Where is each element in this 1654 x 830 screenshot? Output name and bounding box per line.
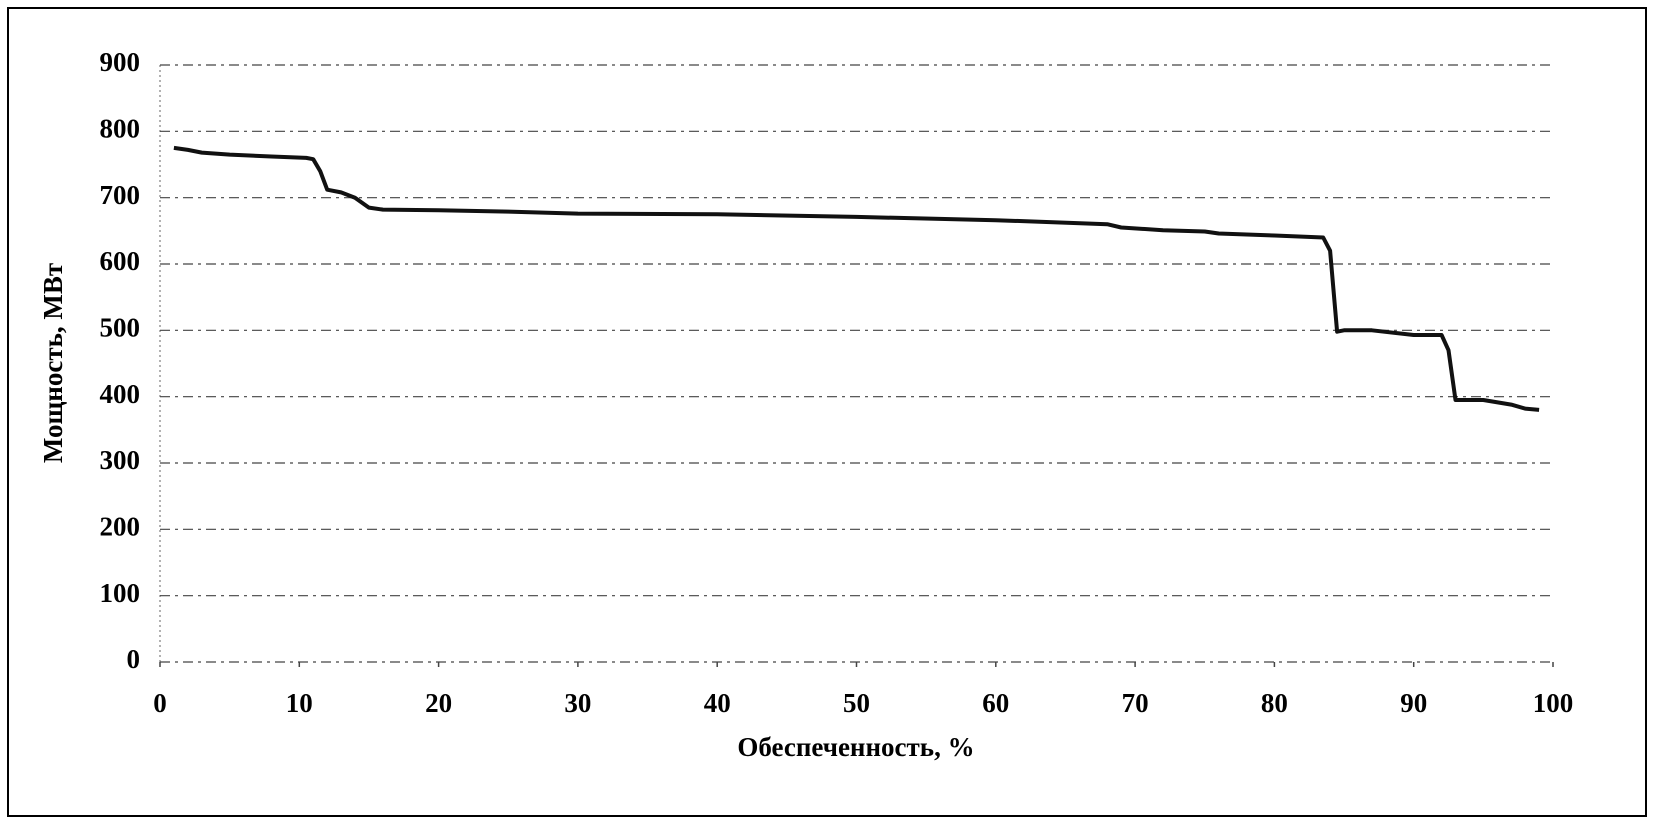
y-axis-label: Мощность, МВт <box>38 263 68 463</box>
x-tick-label: 70 <box>1122 688 1149 718</box>
y-tick-label: 900 <box>100 47 141 77</box>
x-tick-label: 100 <box>1533 688 1574 718</box>
y-tick-label: 400 <box>100 379 141 409</box>
x-tick-label: 90 <box>1400 688 1427 718</box>
x-tick-label: 20 <box>425 688 452 718</box>
y-tick-label: 0 <box>127 644 141 674</box>
x-tick-label: 40 <box>704 688 731 718</box>
y-tick-label: 800 <box>100 114 141 144</box>
x-tick-label: 30 <box>564 688 591 718</box>
y-tick-label: 700 <box>100 180 141 210</box>
y-tick-label: 600 <box>100 246 141 276</box>
data-line <box>173 145 1540 412</box>
chart-frame <box>7 7 1647 817</box>
y-tick-label: 100 <box>100 578 141 608</box>
x-tick-label: 60 <box>982 688 1009 718</box>
x-tick-label: 0 <box>153 688 167 718</box>
x-tick-label: 10 <box>286 688 313 718</box>
y-tick-label: 300 <box>100 445 141 475</box>
x-tick-label: 80 <box>1261 688 1288 718</box>
y-tick-label: 200 <box>100 512 141 542</box>
x-axis-label: Обеспеченность, % <box>737 732 974 762</box>
x-tick-label: 50 <box>843 688 870 718</box>
y-tick-label: 500 <box>100 313 141 343</box>
